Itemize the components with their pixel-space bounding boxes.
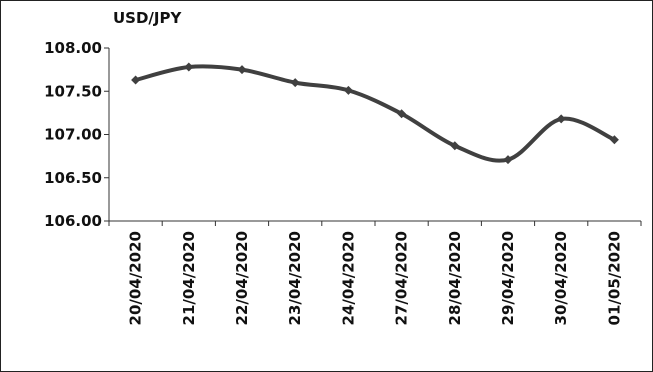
x-tick-label: 01/05/2020 xyxy=(605,231,623,325)
data-point xyxy=(503,155,513,165)
x-tick-label: 28/04/2020 xyxy=(446,231,464,325)
y-ticks: 106.00 106.50 107.00 107.50 108.00 xyxy=(44,39,109,230)
data-point xyxy=(609,135,619,145)
y-tick-label: 107.50 xyxy=(44,82,102,100)
data-point xyxy=(343,85,353,95)
x-tick-label: 23/04/2020 xyxy=(286,231,304,325)
data-point xyxy=(556,114,566,124)
x-tick-label: 22/04/2020 xyxy=(233,231,251,325)
x-ticks: 20/04/2020 21/04/2020 22/04/2020 23/04/2020… xyxy=(108,221,642,325)
x-tick-label: 27/04/2020 xyxy=(393,231,411,325)
data-point xyxy=(237,65,247,75)
data-markers xyxy=(131,62,619,165)
x-tick-label: 30/04/2020 xyxy=(552,231,570,325)
y-tick-label: 108.00 xyxy=(44,39,102,57)
series-line xyxy=(133,64,617,163)
x-tick-label: 24/04/2020 xyxy=(339,231,357,325)
data-point xyxy=(290,78,300,88)
y-tick-label: 106.50 xyxy=(44,169,102,187)
data-point xyxy=(450,141,460,151)
data-point xyxy=(131,75,141,85)
data-point xyxy=(184,62,194,72)
x-tick-label: 21/04/2020 xyxy=(180,231,198,325)
data-point xyxy=(397,109,407,119)
y-tick-label: 107.00 xyxy=(44,126,102,144)
x-tick-label: 20/04/2020 xyxy=(127,231,145,325)
x-tick-label: 29/04/2020 xyxy=(499,231,517,325)
y-axis-label: USD/JPY xyxy=(113,9,182,27)
y-tick-label: 106.00 xyxy=(44,212,102,230)
